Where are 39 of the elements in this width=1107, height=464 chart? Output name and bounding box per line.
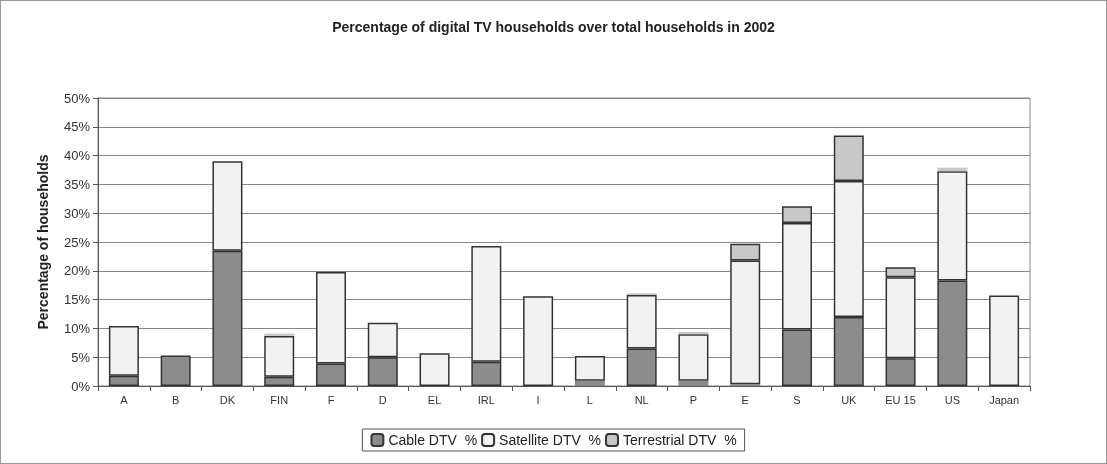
y-tick-label: 20%: [63, 263, 91, 279]
x-tick-label: IRL: [477, 393, 495, 406]
bar: [523, 296, 554, 386]
legend-label: Cable DTV %: [388, 432, 478, 448]
x-tick-label: Japan: [989, 393, 1020, 406]
y-tick-label: 40%: [63, 148, 91, 164]
y-tick-label: 0%: [71, 378, 91, 394]
x-tick-label: DK: [219, 393, 236, 406]
x-tick-label: FIN: [270, 393, 289, 406]
x-tick-label: S: [793, 393, 801, 406]
x-tick-label: UK: [841, 393, 858, 406]
y-tick-label: 5%: [71, 349, 91, 365]
y-tick-label: 35%: [63, 176, 91, 192]
x-tick-label: B: [171, 393, 180, 406]
y-tick-label: 30%: [63, 205, 91, 221]
y-tick-label: 15%: [63, 292, 91, 308]
x-tick-label: E: [741, 393, 749, 406]
x-tick-label: EU 15: [885, 393, 916, 406]
y-tick-label: 10%: [63, 320, 91, 336]
x-tick-label: US: [944, 393, 960, 406]
y-tick-label: 25%: [63, 234, 91, 250]
legend-label: Terrestrial DTV %: [623, 432, 737, 448]
x-tick-label: I: [536, 393, 540, 406]
bar: [678, 334, 709, 381]
bar: [989, 295, 1020, 386]
x-tick-label: NL: [634, 393, 649, 406]
x-tick-label: L: [586, 393, 593, 406]
y-axis-title: Percentage of households: [35, 154, 51, 330]
x-tick-label: P: [689, 393, 698, 406]
chart-title: Percentage of digital TV households over total households in 2002: [332, 19, 776, 35]
bar: [419, 353, 450, 386]
y-tick-label: 50%: [63, 90, 91, 106]
x-tick-label: F: [327, 393, 335, 406]
bar: [574, 356, 605, 381]
legend-label: Satellite DTV %: [499, 432, 602, 448]
x-tick-label: EL: [427, 393, 442, 406]
x-tick-label: A: [120, 393, 129, 406]
x-tick-label: D: [378, 393, 387, 406]
y-tick-label: 45%: [63, 119, 91, 135]
